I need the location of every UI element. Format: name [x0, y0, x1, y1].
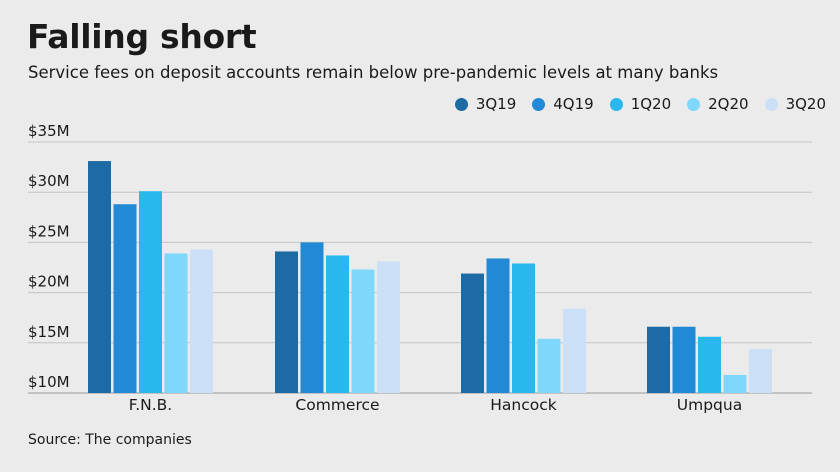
chart-subtitle: Service fees on deposit accounts remain … — [28, 63, 719, 82]
bar — [486, 258, 510, 393]
bar — [749, 348, 772, 393]
bar — [512, 263, 535, 393]
bar — [113, 204, 137, 393]
y-tick-label: $10M — [28, 373, 70, 391]
legend-swatch — [454, 97, 468, 111]
bar — [672, 326, 696, 393]
bar — [351, 269, 375, 393]
bar — [139, 191, 162, 393]
legend-item: 2Q20 — [687, 94, 749, 114]
bar — [190, 249, 213, 393]
y-tick-label: $35M — [28, 122, 70, 140]
legend-item: 4Q19 — [532, 94, 594, 114]
legend-label: 3Q20 — [785, 95, 826, 113]
bar — [647, 326, 670, 393]
legend-swatch — [687, 97, 701, 111]
legend-label: 1Q20 — [630, 95, 672, 113]
chart-title: Falling short — [27, 17, 257, 56]
bar — [563, 308, 586, 393]
bar — [275, 251, 298, 393]
legend-swatch — [764, 97, 778, 111]
x-category-label: Umpqua — [677, 396, 742, 414]
x-category-label: F.N.B. — [129, 396, 172, 414]
legend-label: 4Q19 — [553, 95, 594, 113]
legend-swatch — [532, 97, 546, 111]
legend-label: 2Q20 — [708, 95, 749, 113]
bar — [537, 338, 561, 393]
bar — [723, 374, 747, 393]
bar — [377, 261, 400, 393]
bar — [88, 161, 111, 393]
legend-label: 3Q19 — [475, 95, 517, 113]
legend-item: 3Q20 — [764, 94, 826, 114]
x-category-label: Commerce — [295, 396, 379, 414]
bar — [326, 255, 349, 393]
bar — [164, 253, 188, 393]
y-tick-label: $30M — [28, 172, 70, 190]
y-tick-label: $20M — [28, 273, 70, 291]
y-tick-label: $15M — [28, 323, 70, 341]
legend: 3Q19 4Q19 1Q20 2Q20 3Q20 — [454, 94, 826, 114]
legend-swatch — [609, 97, 623, 111]
bar — [300, 242, 324, 393]
y-tick-label: $25M — [28, 222, 70, 240]
legend-item: 3Q19 — [454, 94, 517, 114]
x-category-label: Hancock — [490, 396, 557, 414]
bar — [698, 336, 721, 393]
source-note: Source: The companies — [28, 432, 192, 448]
legend-item: 1Q20 — [609, 94, 672, 114]
bar — [461, 273, 484, 393]
